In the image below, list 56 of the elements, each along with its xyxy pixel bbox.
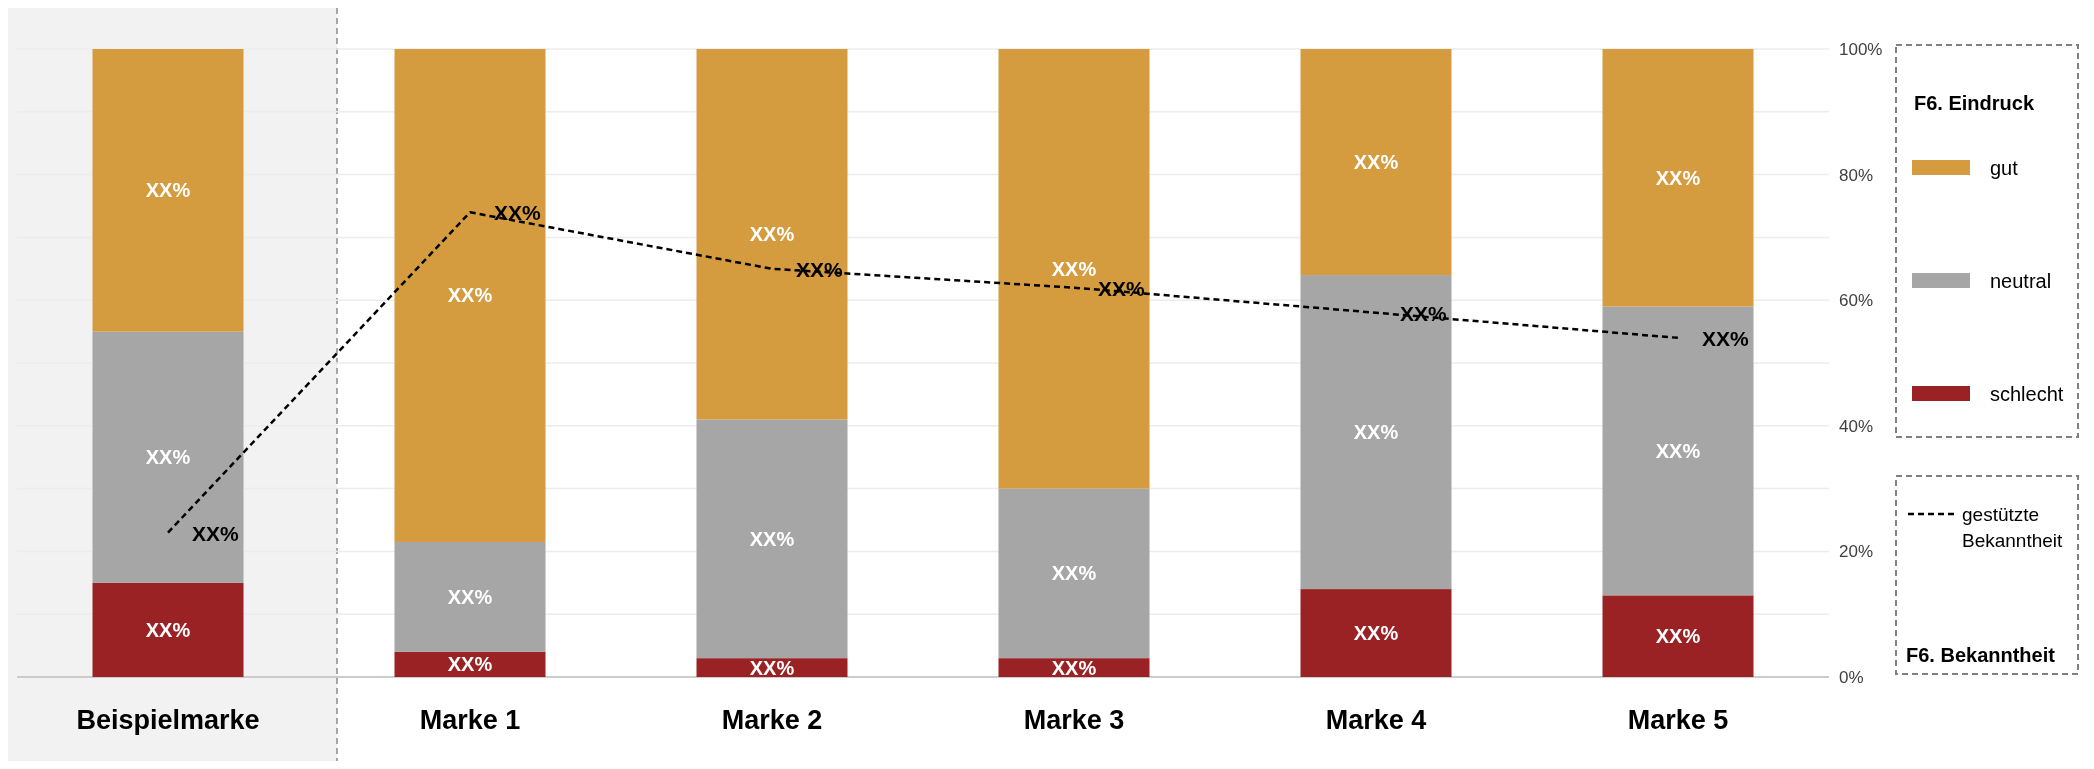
bar xyxy=(1300,589,1452,677)
y-tick-label: 0% xyxy=(1839,668,1864,687)
data-label: XX% xyxy=(145,446,191,469)
bar xyxy=(92,582,244,677)
data-label: XX% xyxy=(796,257,844,281)
legend-label: gut xyxy=(1990,157,2019,179)
y-tick-label: 100% xyxy=(1839,40,1883,59)
x-tick-label: Marke 2 xyxy=(721,705,823,735)
data-label: XX% xyxy=(1702,326,1750,350)
bar xyxy=(394,541,546,652)
x-tick-label: Marke 4 xyxy=(1325,705,1427,735)
data-label: XX% xyxy=(1353,151,1399,174)
data-label: XX% xyxy=(1098,276,1146,300)
data-label: XX% xyxy=(1655,625,1701,648)
legend-label: gestützte Bekanntheit xyxy=(1962,504,2064,551)
data-label: XX% xyxy=(1353,421,1399,444)
x-tick-label: Beispielmarke xyxy=(76,705,260,735)
x-tick-label: Marke 5 xyxy=(1627,705,1729,735)
data-label: XX% xyxy=(749,527,795,550)
data-label: XX% xyxy=(145,618,191,641)
data-label: XX% xyxy=(447,653,493,676)
bar xyxy=(1602,595,1754,677)
data-label: XX% xyxy=(494,201,542,225)
y-tick-label: 80% xyxy=(1839,165,1874,185)
bar xyxy=(998,49,1150,489)
data-label: XX% xyxy=(1655,166,1701,189)
data-label: XX% xyxy=(749,656,795,679)
x-tick-label: Marke 3 xyxy=(1023,705,1125,735)
bar xyxy=(394,49,546,542)
data-label: XX% xyxy=(145,179,191,202)
data-label: XX% xyxy=(192,521,240,545)
bar xyxy=(1602,306,1754,596)
data-label: XX% xyxy=(1051,257,1097,280)
bar xyxy=(92,49,244,332)
data-label: XX% xyxy=(1353,622,1399,645)
data-label: XX% xyxy=(447,585,493,608)
text: F6. Bekanntheit xyxy=(1906,644,2056,666)
legend-label: schlecht xyxy=(1990,383,2064,405)
x-tick-label: Marke 1 xyxy=(419,705,521,735)
y-tick-label: 40% xyxy=(1839,416,1874,436)
legend-label: neutral xyxy=(1990,270,2052,292)
y-tick-label: 60% xyxy=(1839,291,1874,311)
bar xyxy=(998,488,1150,659)
bar xyxy=(1300,275,1452,590)
bar xyxy=(696,49,848,420)
data-label: XX% xyxy=(1051,562,1097,585)
legend-title: F6. Eindruck xyxy=(1914,92,2035,114)
data-label: XX% xyxy=(447,284,493,307)
data-label: XX% xyxy=(1051,656,1097,679)
bar xyxy=(696,419,848,659)
bar xyxy=(1300,49,1452,276)
y-tick-label: 20% xyxy=(1839,542,1874,562)
bar xyxy=(1602,49,1754,307)
data-label: XX% xyxy=(1655,439,1701,462)
data-label: XX% xyxy=(749,223,795,246)
bar xyxy=(92,331,244,583)
